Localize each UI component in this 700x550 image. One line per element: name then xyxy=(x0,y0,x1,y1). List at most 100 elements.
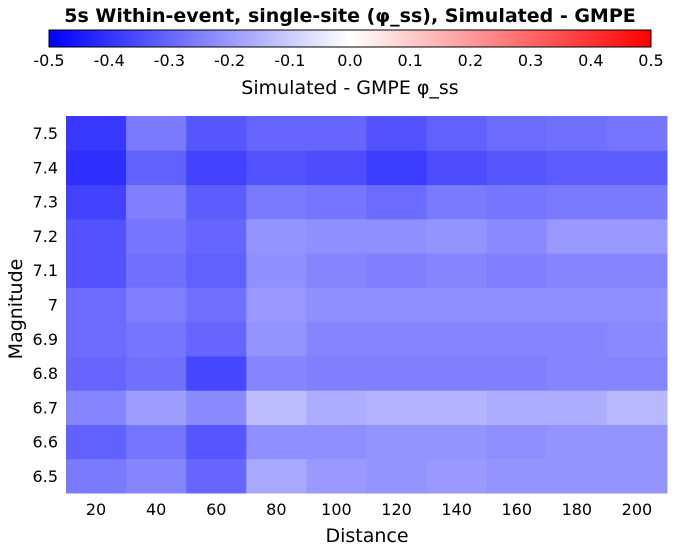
heatmap-cell xyxy=(606,355,668,391)
heatmap-cell xyxy=(366,184,428,220)
heatmap-cell xyxy=(366,321,428,357)
heatmap-cell xyxy=(306,253,367,288)
colorbar-tick-label: 0.4 xyxy=(578,51,603,70)
heatmap-cell xyxy=(66,390,127,425)
heatmap-cell xyxy=(186,355,247,391)
heatmap-cell xyxy=(126,184,187,220)
heatmap-cell xyxy=(306,458,367,494)
heatmap-cell xyxy=(306,355,367,391)
heatmap-cell xyxy=(546,150,608,186)
heatmap-cell xyxy=(246,321,307,357)
heatmap-cell xyxy=(546,184,608,220)
y-axis-label: Magnitude xyxy=(5,259,27,360)
heatmap-cell xyxy=(66,150,127,186)
y-tick-label: 6.6 xyxy=(33,433,58,452)
heatmap-cell xyxy=(186,321,247,357)
heatmap-cell xyxy=(306,184,367,220)
heatmap-cell xyxy=(606,424,668,460)
heatmap-cell xyxy=(366,390,428,425)
x-tick-label: 200 xyxy=(622,500,653,519)
y-tick-label: 6.5 xyxy=(33,467,58,486)
heatmap-cell xyxy=(366,253,428,288)
heatmap-cell xyxy=(546,355,608,391)
x-tick-label: 60 xyxy=(206,500,226,519)
heatmap-cell xyxy=(126,150,187,186)
y-tick-label: 7.5 xyxy=(33,124,58,143)
heatmap-cell xyxy=(306,218,367,254)
y-tick-label: 7.2 xyxy=(33,227,58,246)
heatmap-cell xyxy=(366,458,428,494)
heatmap-cell xyxy=(366,424,428,460)
x-tick-label: 180 xyxy=(562,500,593,519)
heatmap-cell xyxy=(66,458,127,494)
colorbar-ticks: -0.5 -0.4 -0.3 -0.2 -0.1 0.0 0.1 0.2 0.3 0.4 0.5 xyxy=(33,51,663,70)
heatmap-cell xyxy=(486,184,548,220)
heatmap-cells xyxy=(66,116,668,494)
heatmap-cell xyxy=(366,150,428,186)
heatmap-cell xyxy=(606,253,668,288)
heatmap-cell xyxy=(606,287,668,323)
colorbar xyxy=(48,29,652,48)
colorbar-label: Simulated - GMPE φ_ss xyxy=(241,77,458,99)
heatmap-cell xyxy=(246,184,307,220)
heatmap-cell xyxy=(606,390,668,425)
x-tick-label: 160 xyxy=(501,500,532,519)
y-tick-label: 6.7 xyxy=(33,398,58,417)
colorbar-tick-label: -0.1 xyxy=(274,51,305,70)
heatmap-cell xyxy=(246,150,307,186)
colorbar-tick-label: 0.5 xyxy=(638,51,663,70)
heatmap-cell xyxy=(366,287,428,323)
heatmap-cell xyxy=(546,218,608,254)
heatmap-cell xyxy=(486,150,548,186)
heatmap-cell xyxy=(546,390,608,425)
heatmap-cell xyxy=(186,424,247,460)
heatmap-cell xyxy=(246,390,307,425)
heatmap-cell xyxy=(66,116,127,151)
heatmap-cell xyxy=(66,424,127,460)
heatmap-cell xyxy=(606,321,668,357)
heatmap-cell xyxy=(486,253,548,288)
heatmap-cell xyxy=(486,218,548,254)
heatmap-cell xyxy=(606,218,668,254)
y-tick-label: 6.9 xyxy=(33,330,58,349)
heatmap-cell xyxy=(426,218,488,254)
heatmap-cell xyxy=(246,253,307,288)
y-tick-label: 7 xyxy=(48,296,58,315)
heatmap-cell xyxy=(126,116,187,151)
heatmap-cell xyxy=(426,355,488,391)
x-axis-label: Distance xyxy=(325,525,408,547)
colorbar-tick-label: -0.4 xyxy=(94,51,125,70)
heatmap-cell xyxy=(126,355,187,391)
heatmap-cell xyxy=(486,390,548,425)
heatmap-cell xyxy=(126,424,187,460)
heatmap-cell xyxy=(366,218,428,254)
heatmap-cell xyxy=(306,150,367,186)
heatmap-cell xyxy=(186,458,247,494)
colorbar-tick-label: 0.1 xyxy=(397,51,422,70)
heatmap-cell xyxy=(186,184,247,220)
heatmap-cell xyxy=(606,458,668,494)
heatmap-cell xyxy=(306,116,367,151)
heatmap-cell xyxy=(186,390,247,425)
y-axis-ticks: 6.5 6.6 6.7 6.8 6.9 7 7.1 7.2 7.3 7.4 7.5 xyxy=(33,124,58,486)
heatmap-cell xyxy=(306,287,367,323)
heatmap-cell xyxy=(606,116,668,151)
heatmap-cell xyxy=(606,184,668,220)
heatmap-cell xyxy=(246,424,307,460)
heatmap-cell xyxy=(546,116,608,151)
y-tick-label: 7.1 xyxy=(33,261,58,280)
heatmap-cell xyxy=(126,218,187,254)
heatmap-cell xyxy=(546,424,608,460)
x-tick-label: 140 xyxy=(441,500,472,519)
heatmap-cell xyxy=(426,321,488,357)
heatmap-cell xyxy=(546,458,608,494)
heatmap-cell xyxy=(426,458,488,494)
heatmap-cell xyxy=(366,355,428,391)
heatmap-cell xyxy=(66,355,127,391)
heatmap-cell xyxy=(186,218,247,254)
heatmap-cell xyxy=(366,116,428,151)
heatmap-cell xyxy=(126,287,187,323)
heatmap-cell xyxy=(426,253,488,288)
heatmap-cell xyxy=(246,287,307,323)
chart-title: 5s Within-event, single-site (φ_ss), Sim… xyxy=(64,5,636,27)
